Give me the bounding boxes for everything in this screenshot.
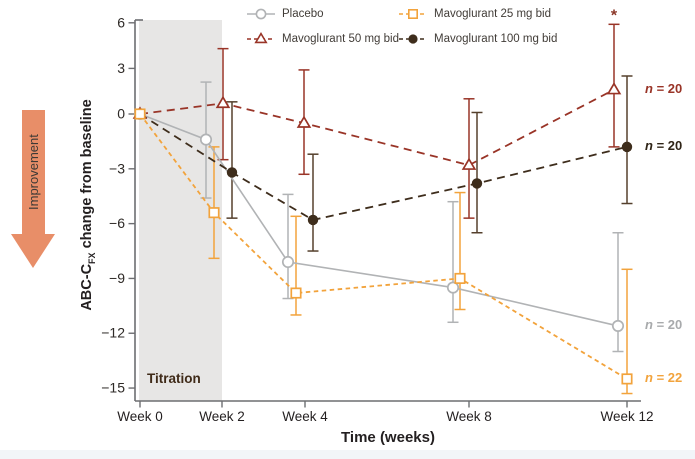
y-tick-label--3: −3 xyxy=(109,160,125,176)
legend-marker-icon-0 xyxy=(247,8,275,20)
marker-1-week-0 xyxy=(134,108,146,120)
legend-marker-shape-1 xyxy=(408,8,418,19)
y-tick-label--15: −15 xyxy=(101,380,125,396)
x-tick-label-week-0: Week 0 xyxy=(117,409,163,424)
bottom-strip xyxy=(0,450,695,459)
y-tick-label-3: 3 xyxy=(117,60,125,76)
marker-0-week-8 xyxy=(446,281,460,294)
titration-band xyxy=(139,20,222,401)
y-tick-label--9: −9 xyxy=(109,270,125,286)
legend-marker-shape-3 xyxy=(408,34,418,44)
x-tick-label-week-4: Week 4 xyxy=(282,409,328,424)
n-label-value: = 22 xyxy=(652,370,683,386)
marker-3-week-12 xyxy=(621,141,633,153)
n-label-italic-n: n xyxy=(645,317,653,333)
marker-3-week-2 xyxy=(226,167,238,178)
n-label-italic-n: n xyxy=(645,370,653,386)
marker-2-week-12 xyxy=(606,81,622,95)
marker-3-week-8 xyxy=(471,178,483,189)
legend-item-2: Mavoglurant 50 mg bid xyxy=(247,31,399,47)
down-arrow-icon xyxy=(11,234,55,268)
marker-0-week-2 xyxy=(199,133,213,146)
y-tick-label-6: 6 xyxy=(117,14,125,30)
legend-item-0: Placebo xyxy=(247,6,399,22)
legend-label-1: Mavoglurant 25 mg bid xyxy=(434,8,551,20)
n-label-3: n = 20 xyxy=(645,138,682,153)
improvement-label: Improvement xyxy=(26,134,41,210)
marker-0-week-4 xyxy=(281,255,295,269)
improvement-arrow: Improvement xyxy=(11,110,56,268)
legend-marker-shape-2 xyxy=(254,32,268,44)
legend-marker-icon-1 xyxy=(399,8,427,19)
y-tick-label--12: −12 xyxy=(101,325,125,341)
n-label-italic-n: n xyxy=(645,138,653,154)
legend-marker-icon-3 xyxy=(399,34,427,44)
n-label-0: n = 20 xyxy=(645,317,682,332)
marker-1-week-12 xyxy=(621,373,633,385)
marker-1-week-2 xyxy=(208,207,220,219)
legend-item-3: Mavoglurant 100 mg bid xyxy=(399,31,557,47)
legend-marker-icon-2 xyxy=(247,32,275,44)
y-axis-title-subscript: FX xyxy=(86,252,97,264)
x-tick-label-week-2: Week 2 xyxy=(199,409,245,424)
y-axis-title-prefix: ABC-C xyxy=(79,263,96,311)
n-label-value: = 20 xyxy=(652,317,683,333)
n-label-value: = 20 xyxy=(652,81,683,97)
n-label-1: n = 22 xyxy=(645,370,682,385)
n-label-2: n = 20 xyxy=(645,81,682,96)
y-tick-label--6: −6 xyxy=(109,215,125,231)
legend-label-3: Mavoglurant 100 mg bid xyxy=(434,33,558,45)
legend-marker-shape-0 xyxy=(255,8,267,20)
x-axis-title: Time (weeks) xyxy=(341,429,435,446)
improvement-arrow-shaft xyxy=(22,110,45,234)
marker-3-week-4 xyxy=(307,214,319,226)
legend-item-1: Mavoglurant 25 mg bid xyxy=(399,6,557,22)
y-axis-title-suffix: change from baseline xyxy=(79,99,96,253)
marker-2-week-8 xyxy=(461,157,477,170)
legend-label-2: Mavoglurant 50 mg bid xyxy=(282,33,399,45)
n-label-italic-n: n xyxy=(645,81,653,97)
marker-1-week-4 xyxy=(290,287,302,299)
y-axis-title: ABC-CFX change from baseline xyxy=(79,99,97,310)
series-line-1 xyxy=(139,113,628,380)
x-tick-label-week-8: Week 8 xyxy=(446,409,492,424)
significance-asterisk: * xyxy=(611,7,618,24)
n-label-value: = 20 xyxy=(652,138,683,154)
chart-legend: Placebo Mavoglurant 25 mg bid Mavoglurant … xyxy=(247,6,557,47)
marker-1-week-8 xyxy=(454,272,466,284)
marker-0-week-12 xyxy=(611,319,625,332)
x-tick-label-week-12: Week 12 xyxy=(600,409,653,424)
y-tick-label-0: 0 xyxy=(117,106,125,122)
marker-2-week-2 xyxy=(215,95,231,109)
legend-label-0: Placebo xyxy=(282,8,324,20)
marker-2-week-4 xyxy=(296,115,312,128)
titration-label: Titration xyxy=(147,371,201,386)
